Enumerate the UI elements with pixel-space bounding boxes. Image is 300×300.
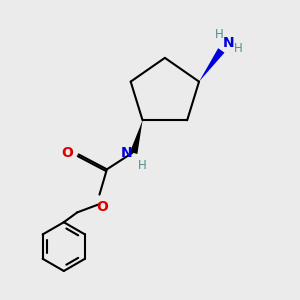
Text: H: H bbox=[138, 159, 147, 172]
Text: N: N bbox=[121, 146, 132, 160]
Text: O: O bbox=[61, 146, 73, 160]
Text: H: H bbox=[214, 28, 223, 41]
Polygon shape bbox=[130, 120, 142, 154]
Text: N: N bbox=[223, 36, 234, 50]
Polygon shape bbox=[199, 48, 224, 82]
Text: O: O bbox=[96, 200, 108, 214]
Text: H: H bbox=[234, 42, 243, 55]
